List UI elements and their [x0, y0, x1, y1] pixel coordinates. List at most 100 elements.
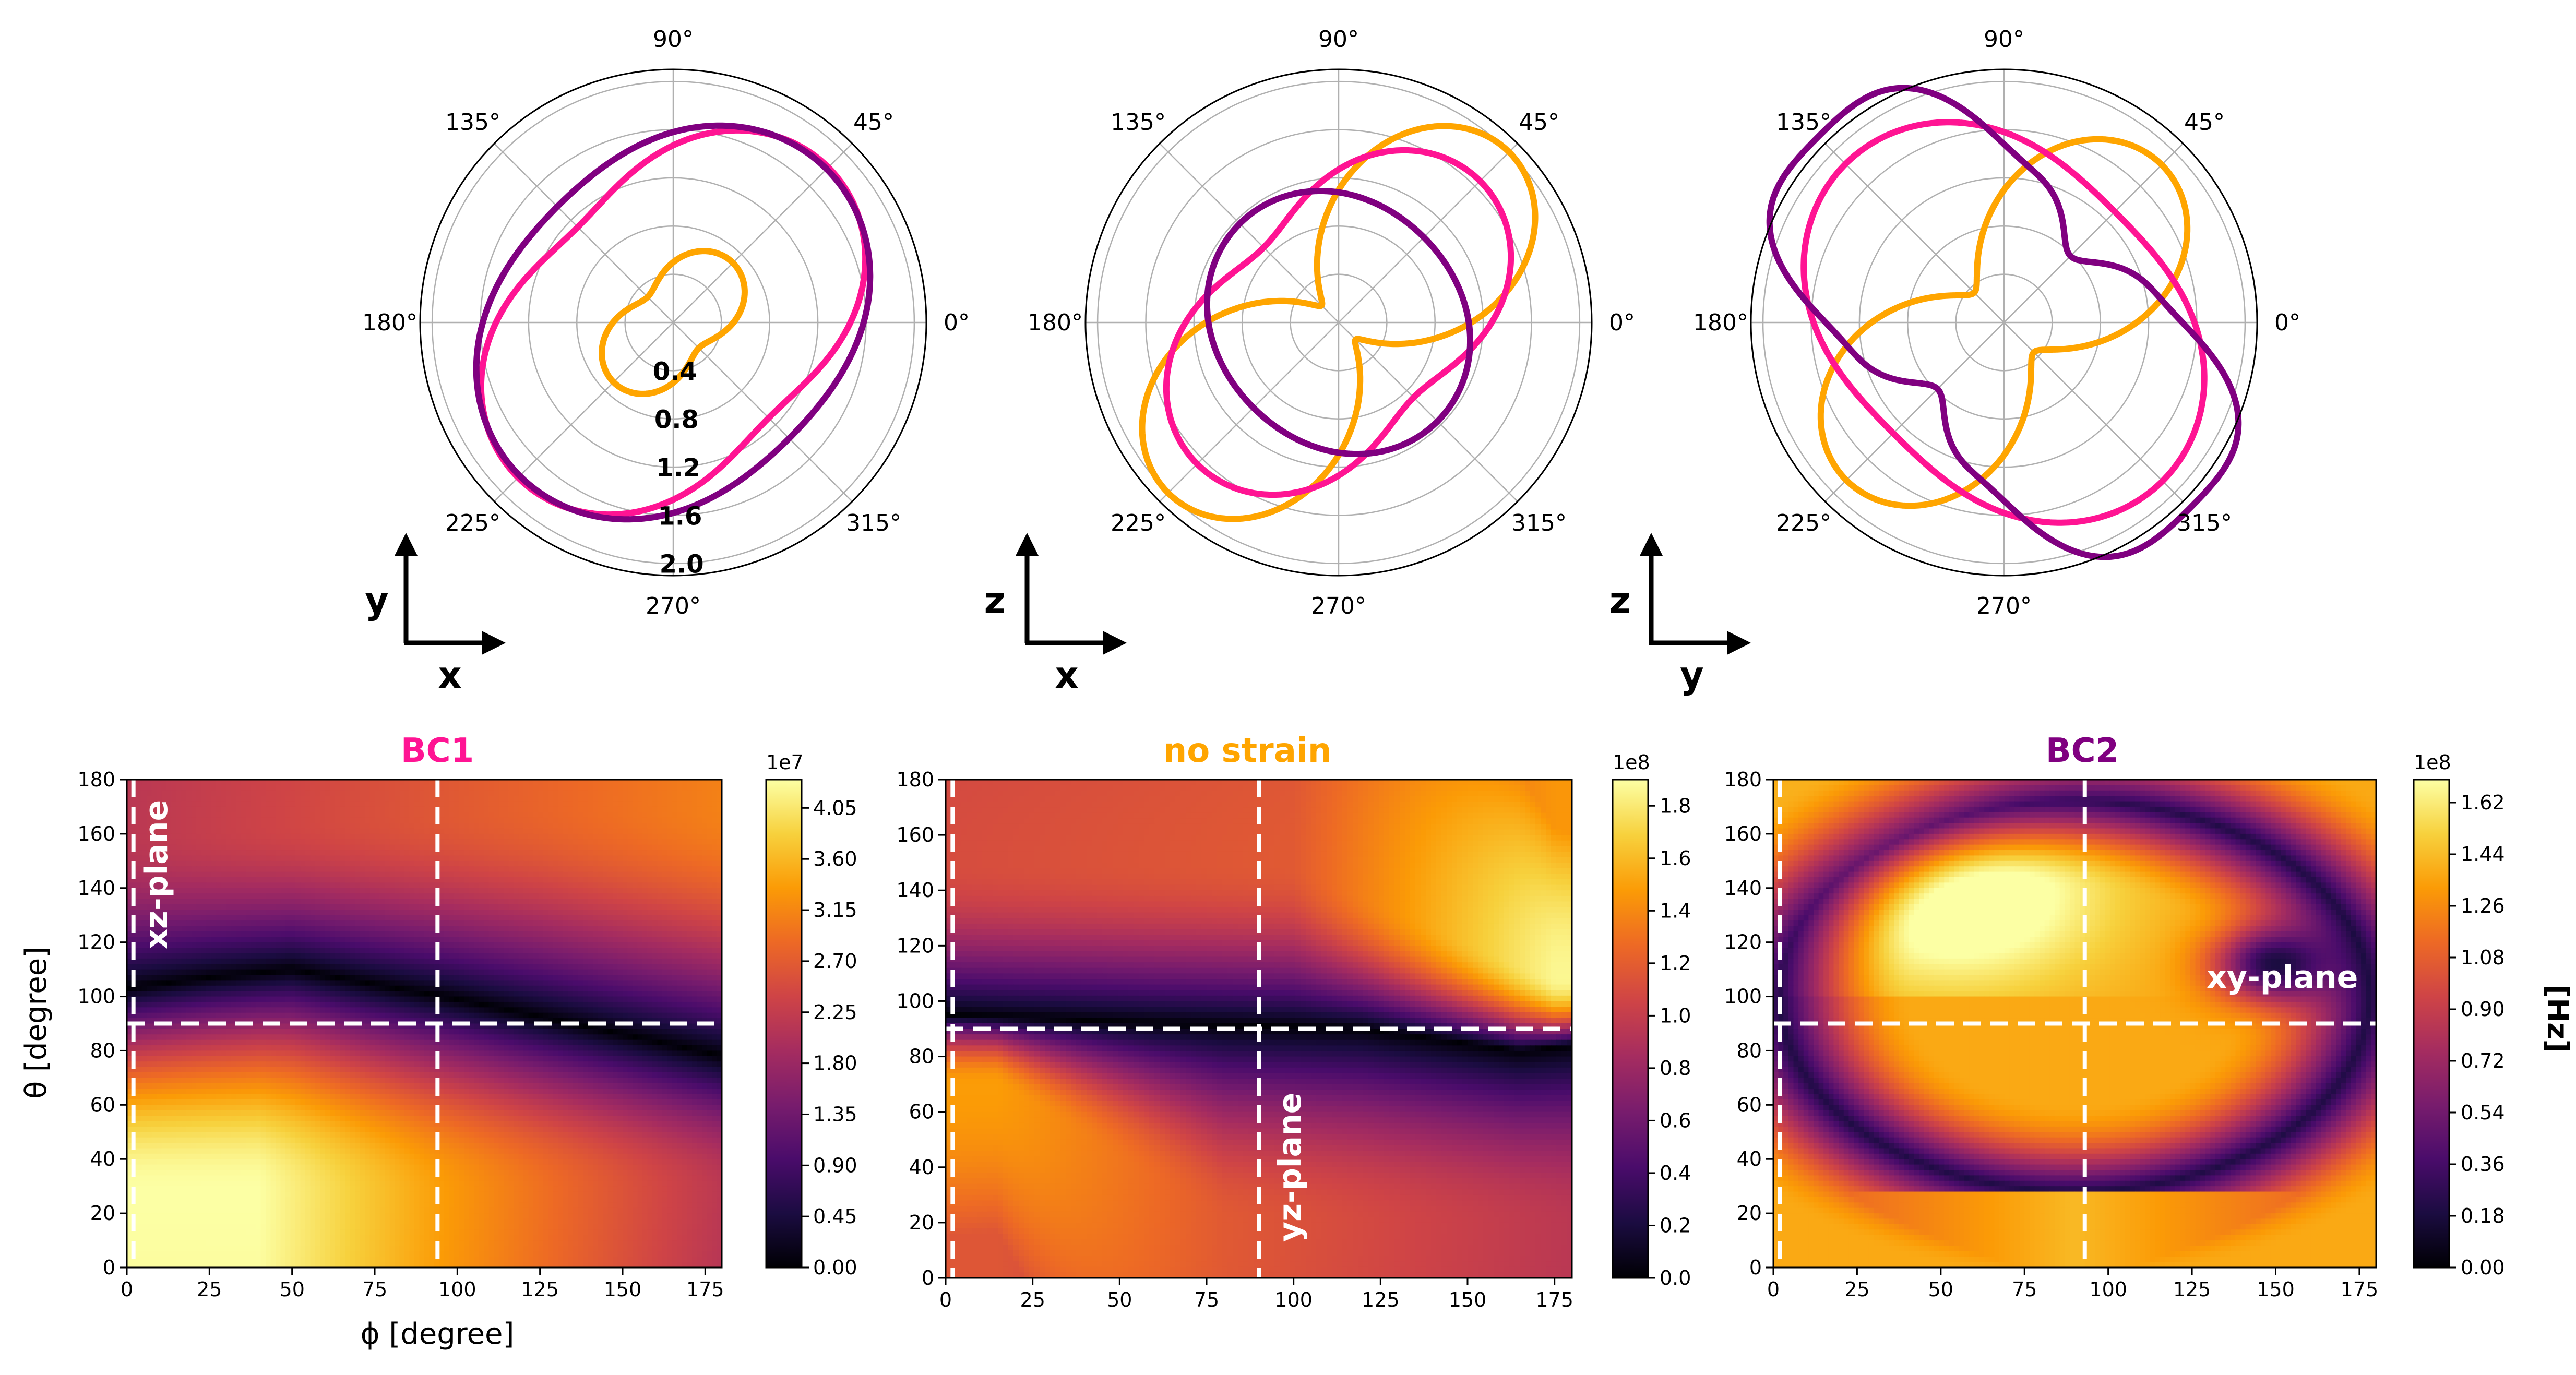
heatmap-cell — [568, 818, 574, 823]
heatmap-cell — [325, 839, 330, 845]
heatmap-cell — [469, 780, 474, 785]
heatmap-cell — [246, 785, 251, 791]
heatmap-cell — [648, 829, 653, 834]
heatmap-cell — [142, 791, 147, 796]
heatmap-cell — [271, 839, 276, 845]
heatmap-cell — [355, 834, 360, 840]
heatmap-cell — [266, 780, 271, 785]
heatmap-cell — [553, 780, 558, 785]
coord-label-vertical: z — [984, 579, 1006, 622]
heatmap-cell — [489, 807, 494, 812]
heatmap-cell — [176, 829, 182, 834]
heatmap-cell — [489, 791, 494, 796]
heatmap-cell — [370, 780, 375, 785]
heatmap-cell — [504, 791, 509, 796]
heatmap-cell — [543, 780, 548, 785]
heatmap-cell — [618, 785, 623, 791]
heatmap-cell — [281, 785, 286, 791]
heatmap-cell — [400, 818, 405, 823]
heatmap-cell — [271, 796, 276, 802]
heatmap-cell — [375, 785, 380, 791]
angle-label-225: 225° — [445, 510, 500, 536]
heatmap-cell — [662, 812, 667, 818]
heatmap-cell — [568, 791, 574, 796]
heatmap-cell — [523, 829, 529, 834]
heatmap-cell — [330, 802, 336, 807]
heatmap-cell — [192, 829, 197, 834]
heatmap-cell — [285, 802, 291, 807]
heatmap-cell — [519, 780, 524, 785]
heatmap-cell — [231, 785, 236, 791]
heatmap-cell — [335, 839, 340, 845]
heatmap-cell — [404, 834, 410, 840]
heatmap-cell — [375, 818, 380, 823]
heatmap-cell — [474, 780, 479, 785]
heatmap-cell — [509, 834, 514, 840]
heatmap-cell — [221, 818, 226, 823]
angle-label-270: 270° — [1311, 593, 1366, 619]
heatmap-cell — [583, 796, 588, 802]
heatmap-cell — [539, 802, 544, 807]
heatmap-cell — [444, 785, 449, 791]
heatmap-cell — [226, 834, 231, 840]
heatmap-cell — [211, 834, 217, 840]
heatmap-cell — [519, 812, 524, 818]
heatmap-cell — [404, 791, 410, 796]
heatmap-cell — [707, 780, 712, 785]
heatmap-cell — [196, 780, 201, 785]
heatmap-cell — [390, 829, 395, 834]
heatmap-cell — [420, 829, 425, 834]
heatmap-cell — [330, 791, 336, 796]
heatmap-cell — [276, 834, 281, 840]
heatmap-cell — [479, 839, 484, 845]
heatmap-cell — [519, 791, 524, 796]
angle-label-180: 180° — [1028, 309, 1083, 336]
heatmap-cell — [216, 823, 221, 829]
heatmap-cell — [583, 834, 588, 840]
heatmap-cell — [281, 823, 286, 829]
heatmap-cell — [529, 823, 534, 829]
heatmap-cell — [330, 818, 336, 823]
heatmap-cell — [380, 785, 385, 791]
heatmap-cell — [335, 791, 340, 796]
heatmap-cell — [305, 834, 311, 840]
heatmap-cell — [677, 834, 683, 840]
heatmap-cell — [231, 796, 236, 802]
heatmap-cell — [474, 834, 479, 840]
heatmap-cell — [553, 834, 558, 840]
heatmap-cell — [241, 780, 246, 785]
heatmap-cell — [459, 796, 464, 802]
heatmap-cell — [707, 796, 712, 802]
heatmap-cell — [325, 785, 330, 791]
heatmap-cell — [633, 791, 638, 796]
heatmap-cell — [523, 818, 529, 823]
heatmap-cell — [430, 823, 435, 829]
heatmap-cell — [439, 807, 445, 812]
heatmap-cell — [276, 812, 281, 818]
heatmap-cell — [350, 791, 355, 796]
heatmap-cell — [390, 823, 395, 829]
heatmap-cell — [687, 834, 693, 840]
heatmap-cell — [652, 829, 658, 834]
heatmap-cell — [291, 829, 296, 834]
heatmap-cell — [395, 818, 400, 823]
heatmap-cell — [276, 829, 281, 834]
heatmap-cell — [494, 834, 499, 840]
heatmap-cell — [548, 823, 554, 829]
heatmap-cell — [548, 785, 554, 791]
heatmap-cell — [489, 796, 494, 802]
heatmap-cell — [598, 834, 603, 840]
heatmap-cell — [385, 796, 390, 802]
heatmap-cell — [251, 780, 256, 785]
heatmap-cell — [226, 829, 231, 834]
heatmap-cell — [618, 802, 623, 807]
heatmap-cell — [365, 791, 370, 796]
heatmap-cell — [672, 829, 677, 834]
heatmap-cell — [221, 791, 226, 796]
heatmap-cell — [231, 839, 236, 845]
heatmap-cell — [395, 802, 400, 807]
heatmap-cell — [166, 780, 172, 785]
heatmap-cell — [434, 829, 439, 834]
heatmap-cell — [271, 791, 276, 796]
heatmap-cell — [563, 818, 568, 823]
